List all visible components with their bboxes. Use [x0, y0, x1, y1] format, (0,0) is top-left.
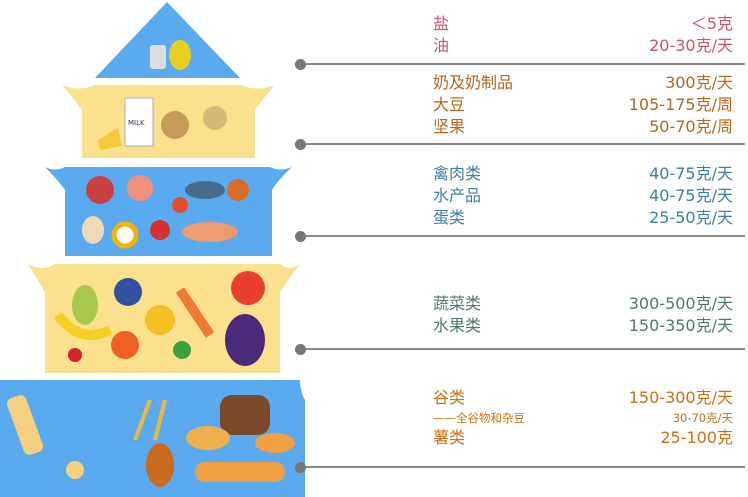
tier-salt-oil [95, 2, 240, 78]
crab-icon [150, 220, 170, 240]
salt-shaker-icon [150, 45, 166, 69]
cheese-icon [98, 128, 122, 150]
baguette-icon [195, 462, 285, 482]
pear-icon [72, 285, 98, 325]
bowtie-pasta-icon [66, 461, 84, 479]
list-item: ——全谷物和杂豆 30-70克/天 [433, 411, 733, 425]
salmon-icon [127, 175, 153, 201]
marker-dot [295, 231, 306, 242]
marker-dot [295, 139, 306, 150]
croissant-icon [186, 426, 230, 450]
shrimp-icon [172, 197, 188, 213]
milk-label: MILK [128, 119, 145, 127]
carrot-icon [175, 287, 215, 338]
list-item: 盐＜5克 [433, 14, 733, 33]
red-fish-icon [182, 222, 238, 242]
tomato-icon [231, 271, 265, 305]
boiled-egg-icon [111, 221, 139, 249]
tier-meat-fish-egg [45, 167, 292, 256]
pasta-icon [7, 395, 43, 455]
sweet-potato-icon [255, 433, 295, 453]
banana-icon [53, 311, 113, 340]
bread-loaf-icon [220, 395, 270, 435]
broccoli-icon [173, 341, 191, 359]
fish-icon [185, 181, 225, 199]
list-item: 大豆 105-175克/周 [433, 95, 733, 114]
food-pyramid: MILK [0, 2, 305, 497]
list-item: 奶及奶制品 300克/天 [433, 73, 733, 92]
wheat-icon [133, 399, 167, 441]
strawberry-icon [68, 348, 82, 362]
list-item: 谷类 150-300克/天 [433, 388, 733, 407]
chicken-leg-icon [227, 179, 249, 201]
divider-meat [300, 235, 745, 237]
divider-veg [300, 348, 745, 350]
orange-icon [111, 331, 139, 359]
list-item: 坚果 50-70克/周 [433, 117, 733, 136]
list-item: 蔬菜类 300-500克/天 [433, 294, 733, 313]
beans-icon [203, 106, 227, 130]
list-item: 水果类 150-350克/天 [433, 316, 733, 335]
marker-dot [295, 59, 306, 70]
lemon-icon [145, 305, 175, 335]
list-item: 薯类 25-100克 [433, 428, 733, 447]
list-item: 禽肉类 40-75克/天 [433, 164, 733, 183]
milk-carton-icon [124, 97, 154, 147]
list-item: 油 20-30克/天 [433, 36, 733, 55]
steak-icon [86, 176, 114, 204]
eggplant-icon [225, 314, 265, 366]
egg-icon [82, 216, 104, 244]
divider-dairy [300, 143, 745, 145]
list-item: 水产品 40-75克/天 [433, 186, 733, 205]
marker-dot [295, 344, 306, 355]
list-item: 蛋类 25-50克/天 [433, 208, 733, 227]
oil-bottle-icon [169, 40, 191, 70]
bread-roll-icon [146, 443, 174, 487]
nuts-icon [161, 111, 189, 139]
divider-grain [300, 466, 745, 468]
grapes-icon [114, 278, 142, 306]
divider-salt-oil [300, 63, 745, 65]
marker-dot [295, 462, 306, 473]
